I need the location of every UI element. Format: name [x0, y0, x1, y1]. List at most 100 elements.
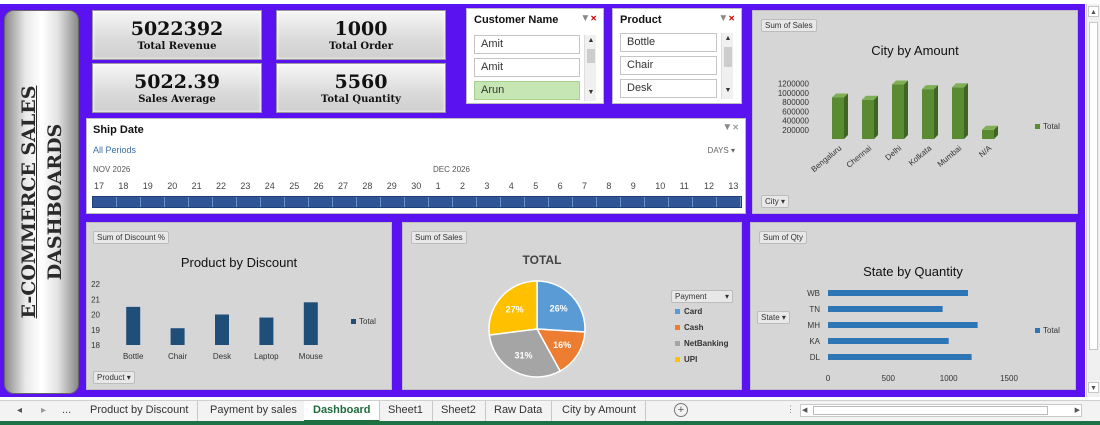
kpi-total-quantity[interactable]: 5560 Total Quantity [276, 63, 446, 113]
timeline-day-label[interactable]: 6 [557, 181, 563, 191]
kpi-total-order[interactable]: 1000 Total Order [276, 10, 446, 60]
timeline-day-label[interactable]: 26 [313, 181, 324, 191]
scroll-up-icon[interactable]: ▲ [724, 35, 732, 42]
scroll-up-icon[interactable]: ▲ [587, 37, 595, 44]
timeline-day-label[interactable]: 29 [386, 181, 397, 191]
y-tick-label: DL [810, 353, 821, 362]
timeline-day-label[interactable]: 28 [362, 181, 373, 191]
tab-city-by-amount[interactable]: City by Amount [553, 401, 646, 422]
timeline-day-label[interactable]: 3 [484, 181, 490, 191]
timeline-day-label[interactable]: 10 [655, 181, 666, 191]
axis-button-product[interactable]: Product ▾ [93, 371, 135, 384]
chart-legend: Total [351, 317, 376, 326]
slicer-item-desk[interactable]: Desk [620, 79, 717, 98]
slicer-scrollbar[interactable]: ▲ ▼ [721, 33, 733, 99]
timeline-day-label[interactable]: 23 [240, 181, 251, 191]
x-tick-label: Chennai [845, 144, 874, 170]
scroll-thumb[interactable] [1089, 22, 1098, 350]
timeline-day-label[interactable]: 13 [728, 181, 739, 191]
scroll-down-icon[interactable]: ▼ [724, 87, 732, 94]
timeline-day-label[interactable]: 20 [167, 181, 178, 191]
timeline-period-label[interactable]: All Periods [93, 145, 137, 155]
field-button-sum-of-qty[interactable]: Sum of Qty [759, 231, 808, 244]
timeline-day-label[interactable]: 17 [94, 181, 105, 191]
timeline-day-label[interactable]: 5 [533, 181, 539, 191]
scroll-down-icon[interactable]: ▼ [587, 89, 595, 96]
tab-next-icon[interactable]: ▸ [41, 405, 47, 416]
tab-payment-by-sales[interactable]: Payment by sales [201, 401, 307, 422]
slicer-item-arun[interactable]: Arun [474, 81, 580, 100]
vertical-scrollbar[interactable]: ▲ ▼ [1086, 4, 1100, 397]
timeline-day-label[interactable]: 19 [142, 181, 153, 191]
tab-product-by-discount[interactable]: Product by Discount [81, 401, 199, 422]
kpi-sales-average[interactable]: 5022.39 Sales Average [92, 63, 262, 113]
axis-button-city[interactable]: City ▾ [761, 195, 790, 208]
product-slicer[interactable]: Product ▼✕ Bottle Chair Desk ▲ ▼ [612, 8, 742, 104]
timeline-day-label[interactable]: 2 [460, 181, 466, 191]
timeline-day-label[interactable]: 22 [216, 181, 227, 191]
bar [828, 354, 972, 360]
timeline-day-label[interactable]: 9 [630, 181, 636, 191]
clear-filter-icon[interactable]: ▼✕ [580, 13, 597, 24]
tab-prev-icon[interactable]: ◂ [17, 405, 23, 416]
customer-name-slicer[interactable]: Customer Name ▼✕ Amit Amit Arun ▲ ▼ [466, 8, 604, 104]
field-button-sum-of-sales[interactable]: Sum of Sales [761, 19, 817, 32]
timeline-day-label[interactable]: 18 [118, 181, 129, 191]
state-chart-plot: 0 500 1000 1500 WB TN MH KA DL [807, 289, 1018, 383]
scroll-thumb[interactable] [587, 49, 595, 63]
tab-dashboard[interactable]: Dashboard [304, 401, 381, 422]
field-button-sum-of-discount[interactable]: Sum of Discount % [93, 231, 170, 244]
scroll-up-icon[interactable]: ▲ [1088, 6, 1099, 17]
scroll-down-icon[interactable]: ▼ [1088, 382, 1099, 393]
y-tick-label: 21 [91, 295, 100, 304]
bar [828, 290, 968, 296]
dashboard-title-line1: E-COMMERCE SALES [17, 85, 40, 319]
timeline-day-label[interactable]: 11 [679, 181, 689, 191]
splitter-icon[interactable]: ⋮ [786, 404, 795, 414]
timeline-selection-bar[interactable] [92, 196, 742, 208]
slicer-item-amit[interactable]: Amit [474, 58, 580, 77]
timeline-day-label[interactable]: 25 [289, 181, 300, 191]
horizontal-scrollbar[interactable]: ◀ ▶ [800, 404, 1082, 417]
bar [828, 322, 978, 328]
timeline-unit-dropdown[interactable]: DAYS ▾ [708, 146, 735, 155]
timeline-day-label[interactable]: 21 [191, 181, 202, 191]
chevron-down-icon: ▾ [724, 292, 729, 301]
legend-header-label: Payment [675, 292, 707, 301]
timeline-day-label[interactable]: 1 [435, 181, 441, 191]
scroll-thumb[interactable] [813, 406, 1048, 415]
timeline-day-label[interactable]: 30 [411, 181, 422, 191]
kpi-total-revenue[interactable]: 5022392 Total Revenue [92, 10, 262, 60]
slicer-scrollbar[interactable]: ▲ ▼ [584, 35, 596, 101]
slicer-item-bottle[interactable]: Bottle [620, 33, 717, 52]
tab-more-icon[interactable]: ... [62, 404, 72, 416]
add-sheet-icon[interactable]: + [674, 403, 688, 417]
axis-button-state[interactable]: State ▾ [757, 311, 790, 324]
slicer-item-amit[interactable]: Amit [474, 35, 580, 54]
clear-filter-icon[interactable]: ▼✕ [722, 122, 739, 133]
scroll-thumb[interactable] [724, 47, 732, 67]
tab-sheet2[interactable]: Sheet2 [432, 401, 486, 422]
y-tick-label: 600000 [782, 107, 809, 116]
slicer-item-chair[interactable]: Chair [620, 56, 717, 75]
timeline-day-label[interactable]: 24 [264, 181, 275, 191]
scroll-right-icon[interactable]: ▶ [1074, 407, 1080, 414]
timeline-day-label[interactable]: 27 [338, 181, 349, 191]
kpi-label: Sales Average [138, 94, 216, 105]
tab-sheet1[interactable]: Sheet1 [379, 401, 433, 422]
data-label: 26% [550, 304, 568, 314]
scroll-left-icon[interactable]: ◀ [802, 407, 808, 414]
clear-filter-icon[interactable]: ▼✕ [718, 13, 735, 24]
bar [892, 84, 904, 139]
y-tick-label: 1200000 [778, 80, 810, 89]
timeline-day-label[interactable]: 4 [508, 181, 514, 191]
field-button-sum-of-sales[interactable]: Sum of Sales [411, 231, 467, 244]
ship-date-timeline[interactable]: Ship Date ▼✕ All Periods DAYS ▾ NOV 2026… [86, 118, 746, 214]
timeline-day-label[interactable]: 8 [606, 181, 612, 191]
tab-raw-data[interactable]: Raw Data [485, 401, 553, 422]
timeline-day-label[interactable]: 12 [704, 181, 715, 191]
timeline-day-label[interactable]: 7 [582, 181, 588, 191]
legend-header-payment[interactable]: Payment ▾ [671, 290, 733, 303]
legend-swatch [675, 325, 680, 330]
timeline-title: Ship Date [93, 124, 144, 136]
